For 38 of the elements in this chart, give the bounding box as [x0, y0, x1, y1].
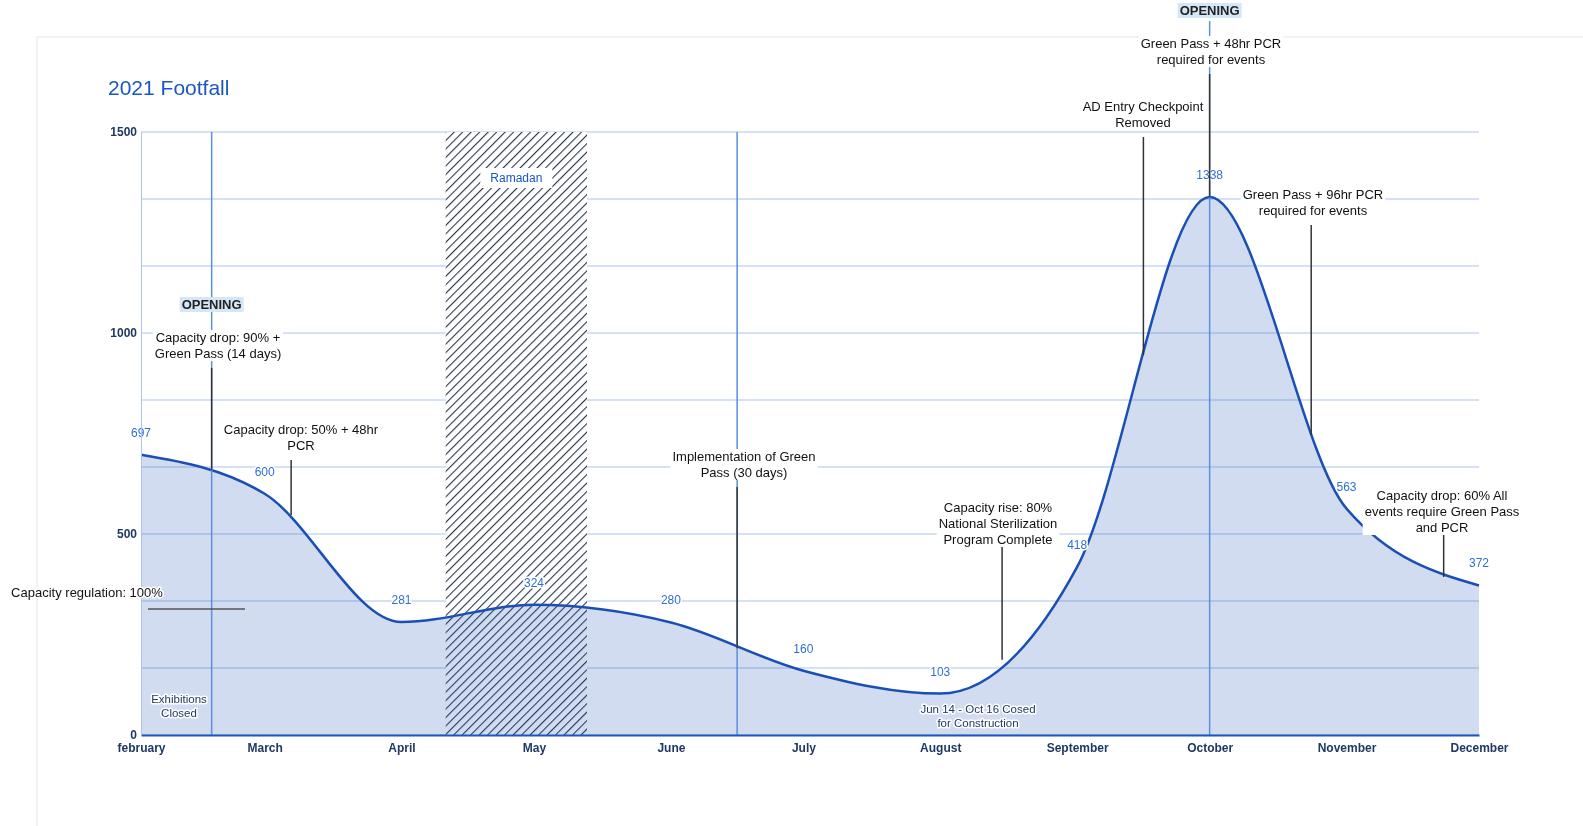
x-tick-label: March — [247, 740, 283, 755]
x-tick-label: September — [1046, 740, 1109, 755]
annotation: Capacity regulation: 100% — [11, 585, 164, 600]
data-label: 280 — [660, 593, 682, 608]
data-label: 160 — [793, 641, 814, 656]
annotation: Capacity drop: 50% + 48hr PCR — [223, 422, 379, 453]
x-tick-label: June — [657, 740, 686, 755]
x-tick-label: April — [388, 740, 416, 755]
x-tick-label: December — [1450, 740, 1509, 755]
annotation: Green Pass + 96hr PCR required for events — [1242, 187, 1384, 218]
data-label: 103 — [930, 664, 951, 679]
annotation: Exhibitions Closed — [151, 693, 208, 719]
data-label: 372 — [1468, 556, 1490, 571]
y-tick-label: 500 — [116, 527, 138, 542]
y-tick-label: 1000 — [110, 326, 138, 341]
annotation: Jun 14 - Oct 16 Cosed for Construction — [920, 703, 1036, 729]
y-tick-label: 1500 — [110, 125, 138, 140]
data-label: 563 — [1336, 479, 1357, 494]
annotation: Capacity rise: 80% National Sterilization Program Complete — [938, 500, 1058, 547]
data-label: 600 — [254, 464, 275, 479]
data-label: 418 — [1067, 537, 1088, 552]
band-label: Ramadan — [490, 171, 543, 185]
annotation: Implementation of Green Pass (30 days) — [672, 449, 816, 480]
annotation: AD Entry Checkpoint Removed — [1082, 99, 1204, 130]
y-tick-label: 0 — [130, 728, 138, 743]
annotation: Capacity drop: 60% All events require Green Pass and PCR — [1364, 488, 1520, 535]
x-tick-label: November — [1317, 740, 1377, 755]
x-tick-label: July — [791, 740, 817, 755]
ref-line-label: OPENING — [1179, 3, 1240, 18]
data-label: 281 — [391, 593, 412, 608]
x-tick-label: february — [117, 740, 166, 755]
x-tick-label: October — [1187, 740, 1234, 755]
chart-title: 2021 Footfall — [108, 76, 230, 99]
ref-line-label: OPENING — [181, 297, 242, 312]
annotation: Green Pass + 48hr PCR required for events — [1140, 36, 1282, 67]
x-tick-label: May — [522, 740, 547, 755]
x-tick-label: August — [920, 740, 962, 755]
annotation: Capacity drop: 90% + Green Pass (14 days) — [154, 330, 282, 361]
